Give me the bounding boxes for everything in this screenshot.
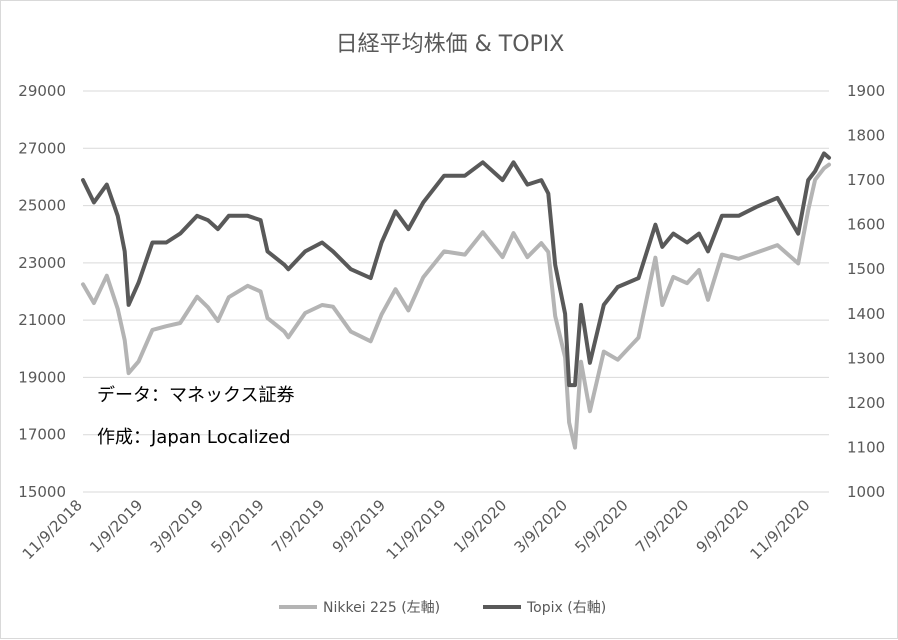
x-tick-label: 5/9/2019 [207, 496, 267, 556]
right-y-tick-label: 1500 [847, 260, 885, 278]
right-y-tick-label: 1200 [847, 394, 885, 412]
x-tick-label: 9/9/2019 [329, 496, 389, 556]
right-y-tick-label: 1300 [847, 349, 885, 367]
legend-label-topix: Topix (右軸) [526, 600, 606, 616]
left-y-tick-label: 27000 [18, 139, 66, 157]
left-y-tick-label: 23000 [18, 254, 66, 272]
series-lines [81, 151, 831, 450]
x-tick-label: 1/9/2019 [86, 496, 146, 556]
x-tick-label: 11/9/2018 [19, 496, 86, 563]
x-tick-label: 11/9/2019 [383, 496, 450, 563]
x-tick-label: 3/9/2020 [511, 496, 571, 556]
left-y-axis: 29000 27000 25000 23000 21000 19000 17000 15000 [18, 82, 66, 501]
x-tick-label: 3/9/2019 [147, 496, 207, 556]
chart-title: 日経平均株価 & TOPIX [336, 32, 565, 57]
legend-label-nikkei: Nikkei 225 (左軸) [323, 600, 440, 616]
left-y-tick-label: 15000 [18, 483, 66, 501]
left-y-tick-label: 21000 [18, 311, 66, 329]
author-annotation: 作成：Japan Localized [97, 427, 291, 448]
legend: Nikkei 225 (左軸) Topix (右軸) [279, 600, 606, 616]
left-y-tick-label: 29000 [18, 82, 66, 100]
gridlines [83, 90, 829, 493]
right-y-tick-label: 1800 [847, 127, 885, 145]
left-y-tick-label: 25000 [18, 197, 66, 215]
x-tick-label: 11/9/2020 [747, 496, 814, 563]
right-y-tick-label: 1100 [847, 438, 885, 456]
x-axis: 11/9/2018 1/9/2019 3/9/2019 5/9/2019 7/9/201… [19, 496, 814, 563]
x-tick-label: 7/9/2019 [268, 496, 328, 556]
right-y-tick-label: 1600 [847, 216, 885, 234]
right-y-tick-label: 1000 [847, 483, 885, 501]
right-y-tick-label: 1700 [847, 171, 885, 189]
x-tick-label: 9/9/2020 [693, 496, 753, 556]
x-tick-label: 7/9/2020 [632, 496, 692, 556]
right-y-tick-label: 1400 [847, 305, 885, 323]
x-tick-label: 1/9/2020 [450, 496, 510, 556]
series-line-nikkei [81, 162, 831, 450]
source-annotation: データ：マネックス証券 [97, 385, 294, 406]
left-y-tick-label: 19000 [18, 368, 66, 386]
right-y-axis: 1900 1800 1700 1600 1500 1400 1300 1200 1100 1000 [847, 82, 885, 501]
x-tick-label: 5/9/2020 [571, 496, 631, 556]
left-y-tick-label: 17000 [18, 426, 66, 444]
series-line-topix [81, 151, 831, 388]
right-y-tick-label: 1900 [847, 82, 885, 100]
